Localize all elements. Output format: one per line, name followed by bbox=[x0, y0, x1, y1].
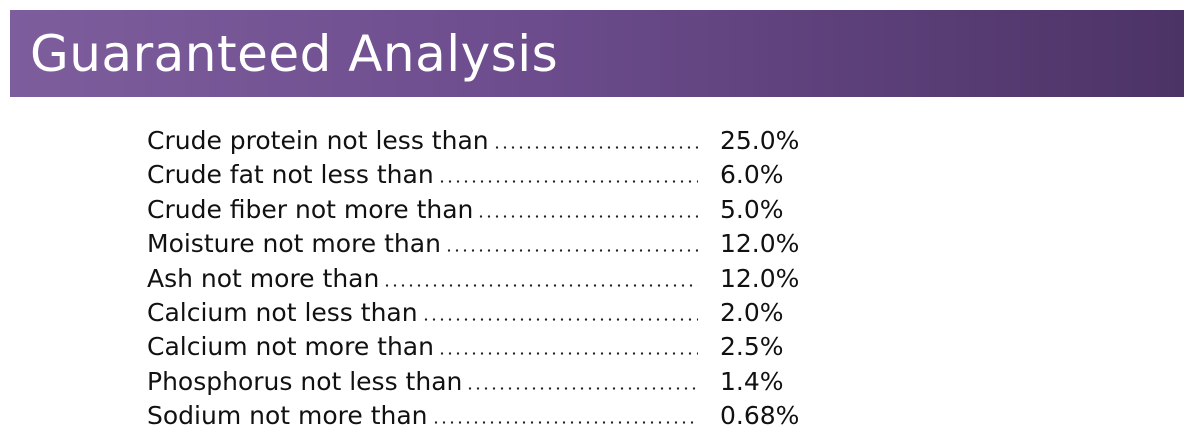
analysis-row: Sodium not more than 0.68% bbox=[147, 401, 799, 435]
label-with-leader: Ash not more than bbox=[147, 264, 702, 294]
label-with-leader: Calcium not less than bbox=[147, 298, 702, 328]
label-with-leader: Moisture not more than bbox=[147, 229, 702, 259]
label-with-leader: Sodium not more than bbox=[147, 401, 702, 431]
nutrient-label: Calcium not more than bbox=[147, 332, 434, 362]
dot-leader bbox=[477, 214, 698, 218]
nutrient-label: Crude protein not less than bbox=[147, 126, 489, 155]
dot-leader bbox=[437, 352, 698, 356]
label-with-leader: Crude fiber not more than bbox=[147, 195, 702, 225]
dot-leader bbox=[444, 249, 698, 253]
nutrient-label: Crude fat not less than bbox=[147, 160, 434, 190]
analysis-row: Moisture not more than 12.0% bbox=[147, 229, 799, 263]
nutrient-label: Phosphorus not less than bbox=[147, 366, 463, 396]
header-banner: Guaranteed Analysis bbox=[10, 10, 1184, 97]
analysis-row: Phosphorus not less than 1.4% bbox=[147, 367, 799, 401]
nutrient-label: Crude fiber not more than bbox=[147, 194, 474, 224]
nutrient-value: 12.0% bbox=[720, 229, 800, 259]
dot-leader bbox=[431, 421, 698, 425]
nutrient-label: Sodium not more than bbox=[147, 401, 428, 431]
nutrient-value: 1.4% bbox=[720, 366, 784, 396]
analysis-row: Crude fiber not more than 5.0% bbox=[147, 195, 799, 229]
nutrient-value: 2.0% bbox=[720, 297, 784, 327]
nutrient-label: Calcium not less than bbox=[147, 297, 418, 327]
dot-leader bbox=[492, 146, 698, 149]
nutrient-label: Ash not more than bbox=[147, 263, 380, 293]
nutrient-value: 6.0% bbox=[720, 160, 784, 190]
nutrient-value: 5.0% bbox=[720, 194, 784, 224]
analysis-row: Crude fat not less than 6.0% bbox=[147, 160, 799, 194]
nutrient-label: Moisture not more than bbox=[147, 229, 441, 259]
dot-leader bbox=[466, 386, 698, 390]
analysis-row: Calcium not more than 2.5% bbox=[147, 332, 799, 366]
nutrient-value: 12.0% bbox=[720, 263, 800, 293]
label-with-leader: Phosphorus not less than bbox=[147, 367, 702, 397]
nutrient-value: 2.5% bbox=[720, 332, 784, 362]
analysis-row: Ash not more than 12.0% bbox=[147, 264, 799, 298]
analysis-row: Crude protein not less than 25.0% bbox=[147, 126, 799, 160]
dot-leader bbox=[437, 180, 698, 184]
analysis-row: Calcium not less than 2.0% bbox=[147, 298, 799, 332]
dot-leader bbox=[421, 317, 698, 321]
nutrient-value: 25.0% bbox=[720, 126, 800, 155]
analysis-list: Crude protein not less than 25.0% Crude fa… bbox=[147, 126, 799, 436]
label-with-leader: Crude protein not less than bbox=[147, 126, 702, 156]
label-with-leader: Crude fat not less than bbox=[147, 160, 702, 190]
nutrient-value: 0.68% bbox=[720, 401, 800, 431]
label-with-leader: Calcium not more than bbox=[147, 332, 702, 362]
title: Guaranteed Analysis bbox=[30, 25, 559, 83]
dot-leader bbox=[383, 283, 698, 287]
